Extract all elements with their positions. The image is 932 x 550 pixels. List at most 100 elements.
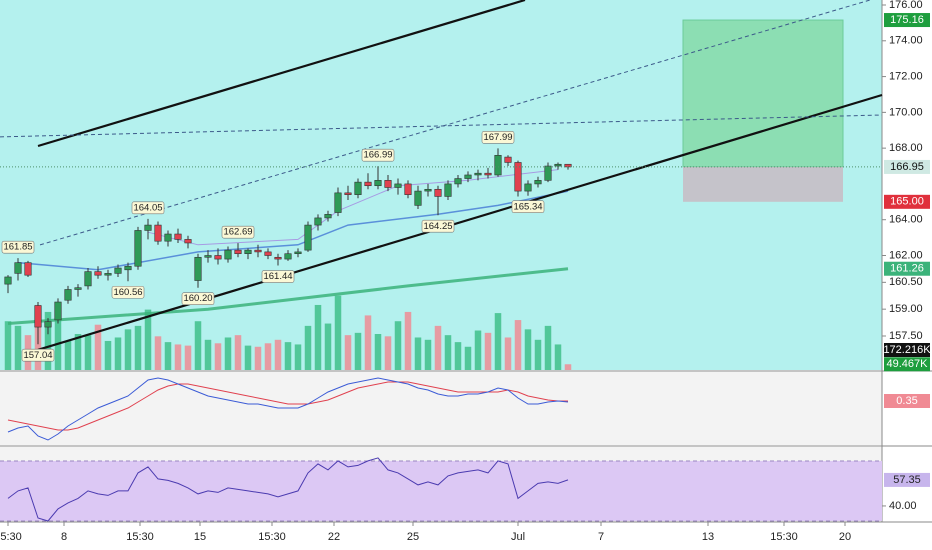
x-tick-label: 15:30 xyxy=(258,531,286,543)
extreme-label-bg xyxy=(181,292,215,305)
candle-body xyxy=(234,249,242,255)
candle-body xyxy=(194,256,202,281)
extreme-label: 164.05 xyxy=(133,202,162,213)
volume-bar xyxy=(184,345,192,370)
volume-bar xyxy=(494,313,502,370)
volume-bar xyxy=(404,311,412,370)
candle-body xyxy=(304,224,312,251)
price-tag-bg xyxy=(884,357,930,372)
candle-body xyxy=(504,156,512,163)
x-tick-label: 15 xyxy=(194,531,206,543)
candle-body xyxy=(544,165,552,181)
candle-body xyxy=(114,267,122,274)
candle-body xyxy=(494,154,502,176)
volume-bar xyxy=(94,324,102,370)
volume-bar xyxy=(134,325,142,370)
candle-body xyxy=(174,233,182,240)
candle-body xyxy=(134,230,142,267)
price-tag: 175.16 xyxy=(890,14,924,26)
volume-bar xyxy=(354,332,362,370)
trendline xyxy=(37,0,526,148)
candle-body xyxy=(404,183,412,195)
candle-body xyxy=(164,233,172,242)
candle-body xyxy=(144,224,152,231)
volume-bar xyxy=(124,329,132,370)
candle-body xyxy=(514,162,522,192)
candle-body xyxy=(34,305,42,328)
extreme-label: 157.04 xyxy=(23,350,52,361)
trendline xyxy=(37,93,883,351)
volume-bar xyxy=(4,321,12,370)
candle-body xyxy=(324,214,332,219)
moving-average xyxy=(7,267,569,325)
volume-bar xyxy=(274,339,282,370)
candle-body xyxy=(44,321,52,328)
extreme-label-bg xyxy=(21,348,55,362)
candle-body xyxy=(4,276,12,285)
volume-bar xyxy=(54,314,62,370)
candle-body xyxy=(74,287,82,290)
candle-body xyxy=(464,174,472,179)
candle-body xyxy=(474,172,482,176)
x-tick-label: 20 xyxy=(839,531,851,543)
y-tick-label: 159.00 xyxy=(889,303,923,315)
price-tag: 57.35 xyxy=(893,474,921,486)
x-tick-label: 22 xyxy=(328,531,340,543)
y-tick-label: 160.50 xyxy=(889,276,923,288)
volume-bar xyxy=(44,311,52,370)
volume-bar xyxy=(14,325,22,370)
y-tick-label: 174.00 xyxy=(889,35,923,47)
macd-pane xyxy=(0,372,882,445)
extreme-label: 161.44 xyxy=(263,271,292,282)
candle-body xyxy=(294,251,302,255)
candle-body xyxy=(264,251,272,256)
moving-average xyxy=(17,190,569,271)
volume-bar xyxy=(424,339,432,370)
extreme-label-bg xyxy=(481,131,515,144)
volume-bar xyxy=(174,344,182,370)
extreme-label: 162.69 xyxy=(223,227,252,238)
volume-bar xyxy=(544,325,552,370)
volume-bar xyxy=(284,342,292,370)
volume-bar xyxy=(534,339,542,370)
extreme-label-bg xyxy=(111,285,145,299)
extreme-label-bg xyxy=(361,148,395,162)
candle-body xyxy=(424,188,432,192)
price-tag: 161.26 xyxy=(890,263,924,275)
x-tick-label: 7 xyxy=(598,531,604,543)
candle-body xyxy=(534,180,542,185)
x-tick-label: 8 xyxy=(61,531,67,543)
stop-zone xyxy=(683,166,843,202)
x-tick-label: 25 xyxy=(407,531,419,543)
volume-bar xyxy=(444,335,452,370)
candle-body xyxy=(184,239,192,244)
x-tick-label: Jul xyxy=(511,531,525,543)
volume-bar xyxy=(234,335,242,370)
candle-body xyxy=(124,265,132,271)
candle-body xyxy=(284,253,292,260)
rsi-tick-label: 40.00 xyxy=(889,500,917,512)
x-tick-label: 13 xyxy=(702,531,714,543)
volume-bar xyxy=(64,340,72,370)
candle-body xyxy=(334,192,342,213)
volume-bar xyxy=(564,364,572,370)
price-tag: 166.95 xyxy=(890,161,924,173)
candle-body xyxy=(254,249,262,253)
candle-body xyxy=(384,180,392,188)
price-tag-bg xyxy=(884,261,930,276)
extreme-label: 167.99 xyxy=(483,132,512,143)
candle-body xyxy=(484,172,492,176)
candle-body xyxy=(344,192,352,195)
volume-bar xyxy=(524,329,532,370)
volume-bar xyxy=(264,343,272,370)
volume-bar xyxy=(74,333,82,370)
y-tick-label: 172.00 xyxy=(889,70,923,82)
extreme-label: 166.99 xyxy=(363,150,392,161)
volume-bar xyxy=(454,342,462,370)
volume-bar xyxy=(344,335,352,370)
volume-bar xyxy=(414,337,422,370)
volume-bar xyxy=(364,315,372,370)
candle-body xyxy=(94,271,102,276)
candle-body xyxy=(524,183,532,192)
